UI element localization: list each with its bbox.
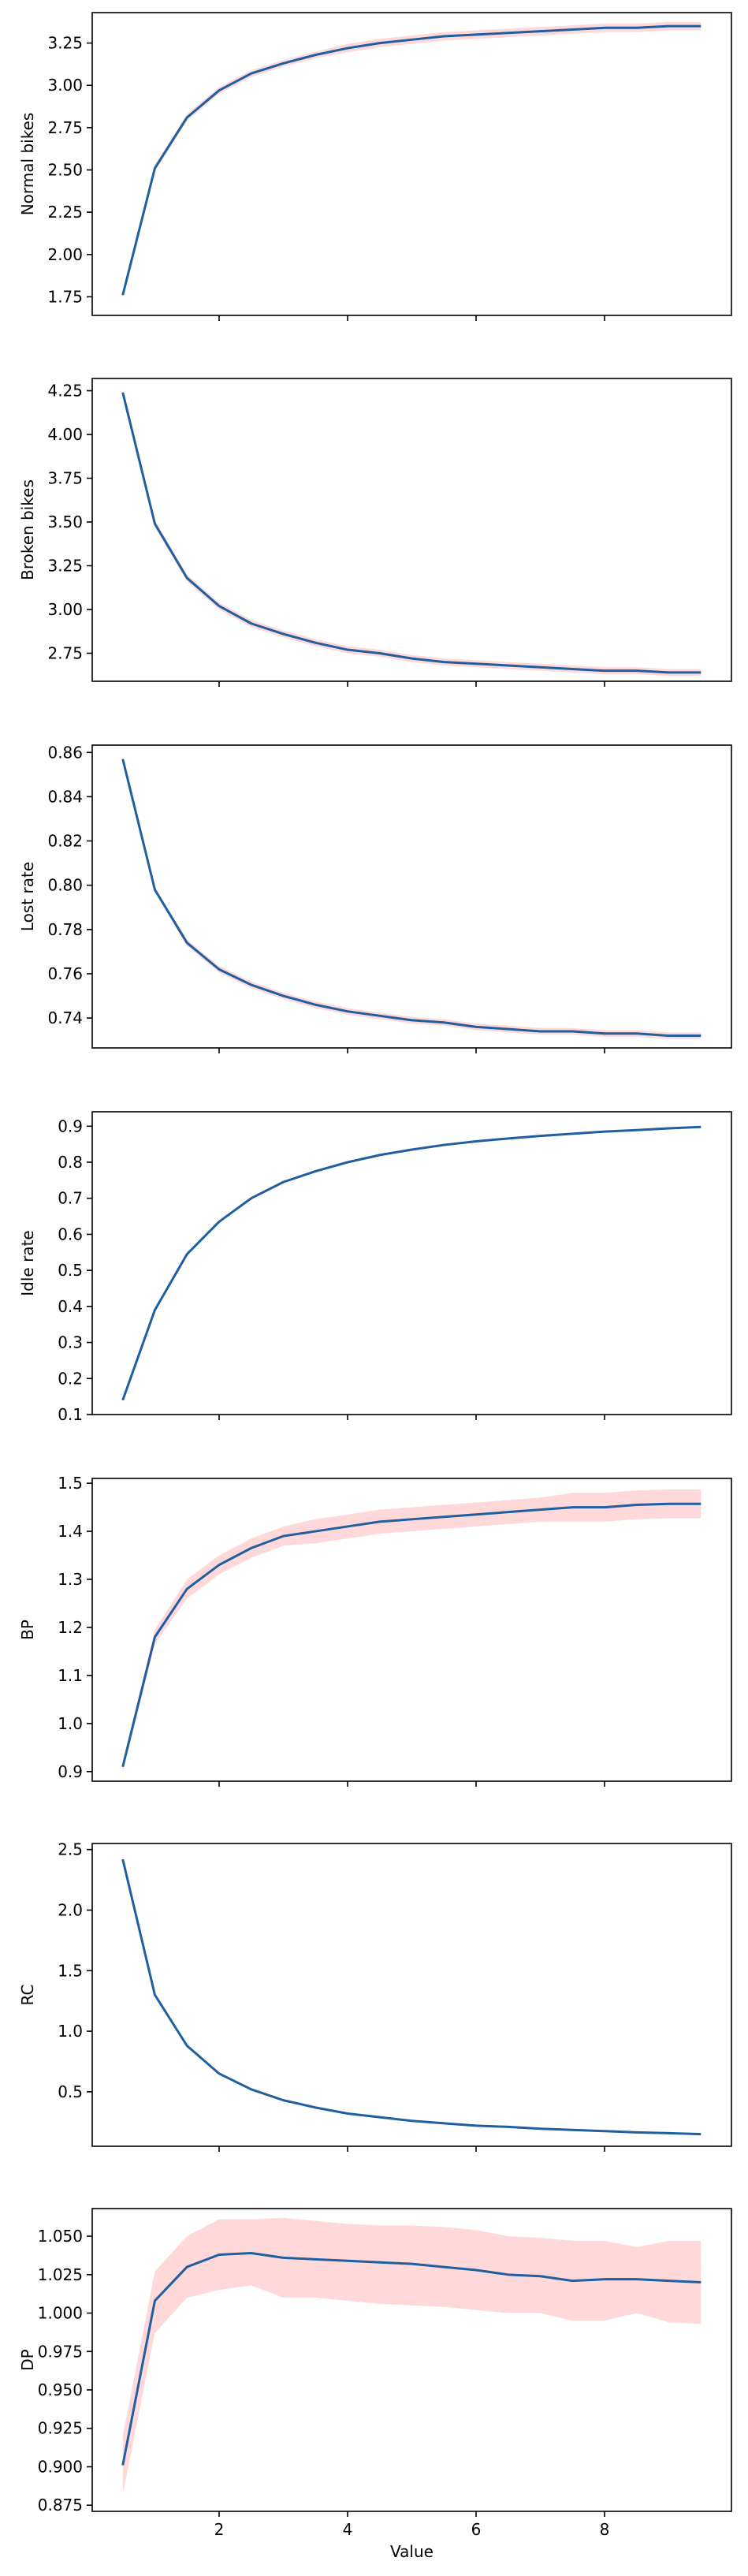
y-tick-label: 1.5 <box>58 1474 83 1493</box>
y-tick-label: 0.7 <box>58 1189 83 1208</box>
data-line <box>121 2252 701 2466</box>
x-tick-label: 6 <box>471 2520 482 2539</box>
y-tick-label: 0.3 <box>58 1333 83 1352</box>
y-tick-label: 2.00 <box>47 245 83 264</box>
x-tick-label: 4 <box>343 2520 353 2539</box>
y-tick-label: 2.75 <box>47 118 83 137</box>
y-axis-label: BP <box>18 1620 37 1640</box>
axes-frame <box>91 1111 732 1415</box>
y-tick-label: 0.74 <box>47 1008 83 1027</box>
axes-frame <box>91 744 732 1049</box>
y-tick-label: 0.4 <box>58 1297 83 1316</box>
y-tick-label: 0.975 <box>38 2342 83 2361</box>
data-line <box>121 759 701 1038</box>
y-axis-label: Normal bikes <box>18 113 37 216</box>
y-tick-label: 0.5 <box>58 1261 83 1280</box>
subplot-2: 2.75 3.00 3.25 3.50 3.75 4.00 4.25 Broken bikes <box>18 378 732 687</box>
confidence-band <box>122 1858 701 2135</box>
y-tick-label: 0.9 <box>58 1117 83 1135</box>
y-tick-label: 3.75 <box>47 469 83 488</box>
y-tick-label: 1.5 <box>58 1961 83 1980</box>
axes-frame <box>91 12 732 316</box>
y-tick-label: 3.25 <box>47 557 83 576</box>
y-axis-label: DP <box>18 2349 37 2370</box>
axes-frame <box>91 1843 732 2147</box>
confidence-band <box>122 2217 701 2495</box>
y-tick-label: 3.50 <box>47 513 83 531</box>
subplot-6: 0.5 1.0 1.5 2.0 2.5 RC <box>18 1840 732 2152</box>
y-tick-label: 0.78 <box>47 920 83 939</box>
y-tick-label: 4.25 <box>47 382 83 401</box>
subplot-1: 1.75 2.00 2.25 2.50 2.75 3.00 3.25 Normal bikes <box>18 12 732 321</box>
axes-frame <box>91 2208 732 2512</box>
y-axis-label: RC <box>18 1985 37 2006</box>
axes-frame <box>91 378 732 682</box>
y-tick-label: 1.025 <box>38 2265 83 2284</box>
data-line <box>121 1502 701 1768</box>
y-tick-label: 4.00 <box>47 425 83 444</box>
x-tick-label: 2 <box>214 2520 225 2539</box>
y-axis-label: Lost rate <box>18 862 37 931</box>
y-tick-label: 2.25 <box>47 203 83 222</box>
y-tick-label: 0.80 <box>47 876 83 895</box>
y-tick-label: 0.76 <box>47 964 83 983</box>
y-tick-label: 0.1 <box>58 1405 83 1424</box>
y-tick-label: 0.900 <box>38 2457 83 2476</box>
subplot-7: 0.875 0.900 0.925 0.950 0.975 1.000 1.025 1.050… <box>18 2208 732 2561</box>
y-tick-label: 3.00 <box>47 76 83 95</box>
data-line <box>121 1125 701 1401</box>
y-tick-label: 0.875 <box>38 2496 83 2514</box>
confidence-band <box>122 390 701 677</box>
y-tick-label: 0.82 <box>47 832 83 851</box>
data-line <box>121 24 701 296</box>
y-tick-label: 2.50 <box>47 161 83 180</box>
y-tick-label: 2.0 <box>58 1900 83 1919</box>
y-tick-label: 3.00 <box>47 600 83 619</box>
x-axis-label: Value <box>390 2542 434 2561</box>
subplot-4: 0.1 0.2 0.3 0.4 0.5 0.6 0.7 0.8 0.9 Idle rate <box>18 1111 732 1424</box>
confidence-band <box>122 21 701 297</box>
y-tick-label: 1.0 <box>58 1714 83 1733</box>
x-tick-label: 8 <box>600 2520 610 2539</box>
axes-frame <box>91 1478 732 1782</box>
subplot-5: 0.9 1.0 1.1 1.2 1.3 1.4 1.5 BP <box>18 1474 732 1787</box>
y-tick-label: 0.925 <box>38 2419 83 2438</box>
y-tick-label: 0.6 <box>58 1225 83 1243</box>
y-tick-label: 2.75 <box>47 643 83 662</box>
subplot-3: 0.74 0.76 0.78 0.80 0.82 0.84 0.86 Lost rate <box>18 743 732 1053</box>
data-line <box>121 392 701 674</box>
y-tick-label: 1.3 <box>58 1570 83 1589</box>
y-tick-label: 2.5 <box>58 1840 83 1859</box>
y-tick-label: 1.4 <box>58 1522 83 1541</box>
y-tick-label: 0.9 <box>58 1762 83 1781</box>
y-tick-label: 0.84 <box>47 787 83 806</box>
y-tick-label: 0.86 <box>47 743 83 762</box>
y-tick-label: 0.5 <box>58 2082 83 2101</box>
y-tick-label: 1.000 <box>38 2304 83 2323</box>
y-axis-label: Broken bikes <box>18 479 37 580</box>
y-tick-label: 1.2 <box>58 1618 83 1637</box>
y-tick-label: 0.2 <box>58 1369 83 1388</box>
y-tick-label: 1.050 <box>38 2227 83 2246</box>
y-tick-label: 0.950 <box>38 2380 83 2399</box>
confidence-band <box>122 1126 701 1401</box>
y-tick-label: 1.0 <box>58 2022 83 2041</box>
y-tick-label: 1.1 <box>58 1666 83 1685</box>
data-line <box>121 1858 701 2136</box>
y-tick-label: 3.25 <box>47 34 83 53</box>
confidence-band <box>122 1489 701 1772</box>
y-tick-label: 1.75 <box>47 287 83 306</box>
confidence-band <box>122 758 701 1039</box>
y-tick-label: 0.8 <box>58 1153 83 1172</box>
y-axis-label: Idle rate <box>18 1230 37 1295</box>
